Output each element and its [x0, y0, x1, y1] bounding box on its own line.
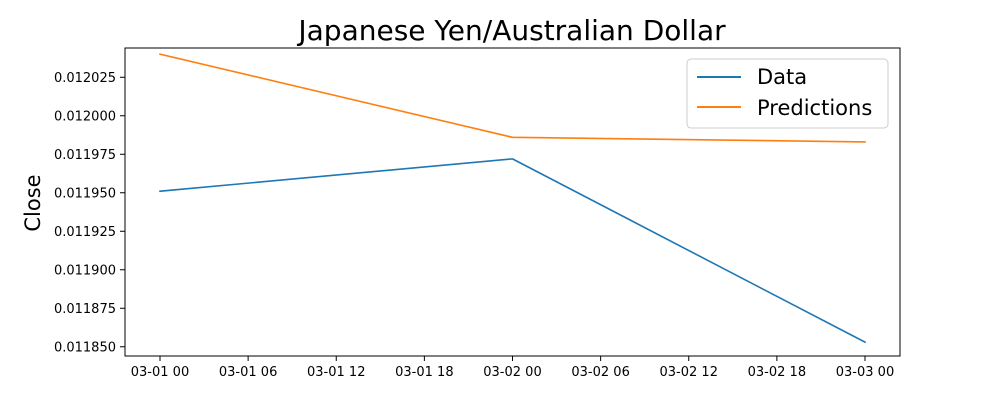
x-tick-label: 03-02 12	[660, 365, 718, 380]
y-tick-label: 0.011975	[54, 148, 116, 163]
y-tick-label: 0.011875	[54, 302, 116, 317]
y-tick-label: 0.011900	[54, 263, 116, 278]
x-tick-label: 03-01 18	[395, 365, 453, 380]
y-tick-label: 0.012000	[54, 109, 116, 124]
y-axis-label: Close	[21, 174, 45, 231]
y-tick-label: 0.012025	[54, 71, 116, 86]
chart-title: Japanese Yen/Australian Dollar	[296, 14, 726, 47]
x-tick-label: 03-02 18	[748, 365, 806, 380]
legend: Data Predictions	[686, 58, 889, 129]
y-tick-label: 0.011850	[54, 340, 116, 355]
x-tick-label: 03-01 12	[307, 365, 365, 380]
series-line-data	[159, 158, 867, 344]
x-axis-ticks: 03-01 00 03-01 06 03-01 12 03-01 18 03-02 00…	[131, 356, 894, 380]
series-layer	[159, 53, 867, 344]
plot-frame	[124, 47, 901, 357]
x-tick-label: 03-01 00	[131, 365, 189, 380]
y-axis-ticks: 0.011850 0.011875 0.011900 0.011925 0.011950…	[54, 71, 125, 355]
x-tick-label: 03-02 00	[483, 365, 541, 380]
x-tick-label: 03-03 00	[836, 365, 894, 380]
y-tick-label: 0.011925	[54, 225, 116, 240]
y-tick-label: 0.011950	[54, 186, 116, 201]
legend-label-data: Data	[757, 65, 807, 89]
x-tick-label: 03-01 06	[219, 365, 277, 380]
series-line-predictions	[159, 53, 866, 143]
legend-label-predictions: Predictions	[757, 96, 872, 120]
x-tick-label: 03-02 06	[571, 365, 629, 380]
